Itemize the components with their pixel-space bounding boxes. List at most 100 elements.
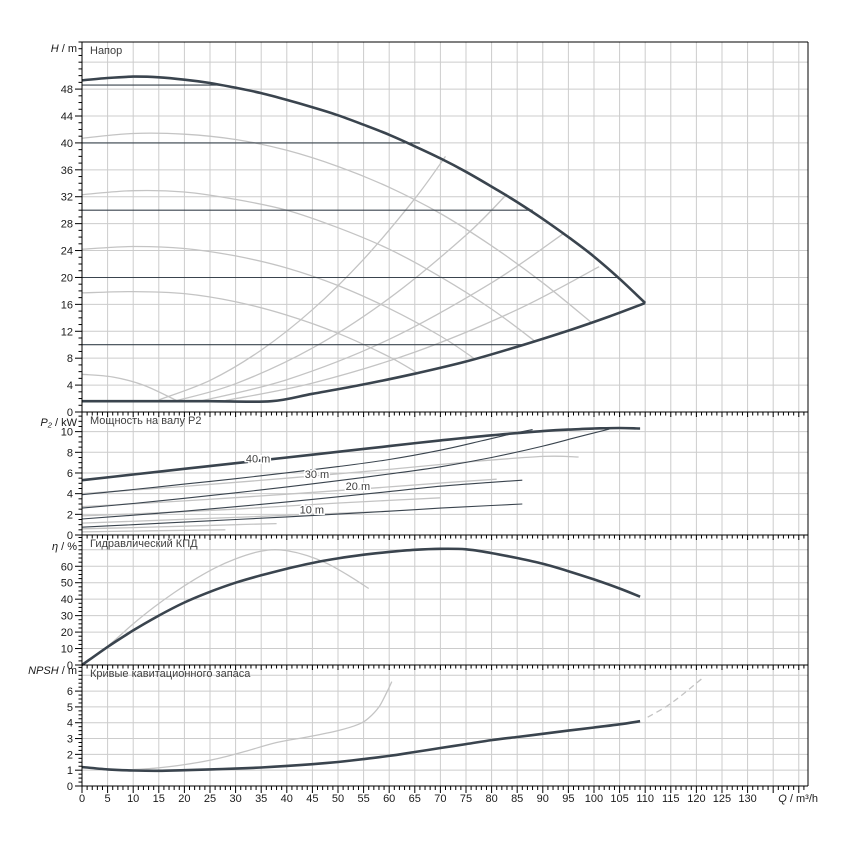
y-tick-label: 28 <box>61 219 73 231</box>
x-tick-label: 55 <box>357 793 369 805</box>
x-tick-label: 75 <box>460 793 472 805</box>
curve-max-speed-efficiency <box>81 547 641 667</box>
x-tick-label: 35 <box>255 793 267 805</box>
curve-speed-curve-2 <box>81 189 536 342</box>
x-tick-label: 20 <box>178 793 190 805</box>
y-tick-label: 50 <box>61 578 73 590</box>
x-tick-label: 70 <box>434 793 446 805</box>
y-axis-variable: P₂ <box>40 417 52 429</box>
curve-iso-efficiency-2 <box>176 193 508 402</box>
curve-iso-efficiency-4 <box>225 266 600 402</box>
curve-min-operating-boundary <box>82 301 646 404</box>
y-tick-label: 2 <box>67 749 73 761</box>
curve-speed-power-2 <box>81 478 497 508</box>
x-tick-label: 115 <box>662 793 680 805</box>
x-tick-label: 65 <box>409 793 421 805</box>
curve-label-power-40m: 40 m <box>246 454 270 466</box>
y-tick-label: 10 <box>61 644 73 656</box>
y-tick-label: 4 <box>67 718 73 730</box>
x-tick-label: 30 <box>229 793 241 805</box>
curve-npsh-reduced-speed <box>122 681 393 771</box>
panel-title-efficiency: Гидравлический КПД <box>90 538 198 550</box>
y-tick-label: 44 <box>61 111 73 123</box>
y-tick-label: 5 <box>67 702 73 714</box>
x-tick-label: 105 <box>610 793 628 805</box>
y-tick-label: 48 <box>61 84 73 96</box>
y-tick-label: 0 <box>67 407 73 419</box>
y-tick-label: 4 <box>67 380 73 392</box>
x-tick-label: 0 <box>79 793 85 805</box>
x-tick-label: 25 <box>204 793 216 805</box>
y-tick-label: 30 <box>61 611 73 623</box>
y-axis-unit-label: NPSH / m <box>28 665 77 677</box>
x-tick-label: 50 <box>332 793 344 805</box>
y-tick-label: 40 <box>61 594 73 606</box>
curve-npsh-extension <box>647 676 705 718</box>
x-axis-unit: / m³/h <box>787 793 818 805</box>
y-tick-label: 16 <box>61 299 73 311</box>
panel-title-head: Напор <box>90 45 122 57</box>
curve-label-power-10m: 10 m <box>300 504 324 516</box>
curve-power-40m <box>81 429 533 496</box>
frame-layer <box>81 41 809 787</box>
panel-title-power: Мощность на валу P2 <box>90 415 202 427</box>
curve-speed-power-5 <box>81 522 277 530</box>
y-axis-unit: / % <box>58 541 77 553</box>
y-tick-label: 12 <box>61 326 73 338</box>
y-axis-variable: NPSH <box>28 665 59 677</box>
x-tick-label: 90 <box>537 793 549 805</box>
x-tick-label: 110 <box>636 793 654 805</box>
x-tick-label: 85 <box>511 793 523 805</box>
y-axis-unit: / kW <box>52 417 78 429</box>
x-tick-label: 95 <box>562 793 574 805</box>
curve-max-speed-curve <box>81 75 647 304</box>
curve-npsh-max-speed <box>81 719 641 773</box>
x-tick-label: 5 <box>105 793 111 805</box>
y-axis-unit: / m <box>59 43 77 55</box>
curve-speed-power-1 <box>81 455 579 495</box>
y-tick-label: 3 <box>67 734 73 746</box>
panel-title-npsh: Кривые кавитационного запаса <box>90 668 251 680</box>
y-axis-unit: / m <box>59 665 77 677</box>
y-tick-label: 0 <box>67 530 73 542</box>
x-axis-unit-label: Q / m³/h <box>778 793 818 805</box>
y-tick-label: 10 <box>61 427 73 439</box>
curves-layer <box>81 75 705 773</box>
curve-power-10m <box>81 503 523 528</box>
x-tick-label: 10 <box>127 793 139 805</box>
curve-iso-efficiency-3 <box>199 233 564 402</box>
y-tick-label: 6 <box>67 686 73 698</box>
y-tick-label: 8 <box>67 353 73 365</box>
curve-power-20m <box>81 479 523 520</box>
curve-speed-curve-4 <box>81 290 418 374</box>
y-tick-label: 36 <box>61 165 73 177</box>
x-tick-label: 40 <box>281 793 293 805</box>
y-axis-unit-label: η / % <box>52 541 77 553</box>
y-tick-label: 20 <box>61 627 73 639</box>
y-axis-unit-label: P₂ / kW <box>40 417 77 429</box>
curve-speed-power-3 <box>81 497 441 517</box>
y-tick-label: 0 <box>67 781 73 793</box>
y-tick-label: 2 <box>67 509 73 521</box>
y-axis-variable: H <box>51 43 59 55</box>
y-tick-label: 24 <box>61 246 73 258</box>
y-tick-label: 20 <box>61 272 73 284</box>
x-tick-label: 60 <box>383 793 395 805</box>
curve-speed-curve-3 <box>81 245 475 359</box>
x-tick-label: 15 <box>153 793 165 805</box>
y-axis-variable: η <box>52 541 58 553</box>
curve-speed-curve-5 <box>81 373 177 402</box>
x-tick-label: 130 <box>738 793 756 805</box>
curve-max-speed-power <box>81 426 641 482</box>
y-tick-label: 4 <box>67 489 73 501</box>
y-tick-label: 0 <box>67 660 73 672</box>
ticks-layer <box>75 41 805 793</box>
curve-speed-power-6 <box>81 529 226 533</box>
y-axis-unit-label: H / m <box>51 43 77 55</box>
curve-label-power-20m: 20 m <box>346 481 370 493</box>
grid-layer <box>82 42 808 786</box>
x-tick-label: 125 <box>713 793 731 805</box>
curve-iso-efficiency-1 <box>158 156 447 401</box>
curve-power-30m <box>81 428 610 509</box>
